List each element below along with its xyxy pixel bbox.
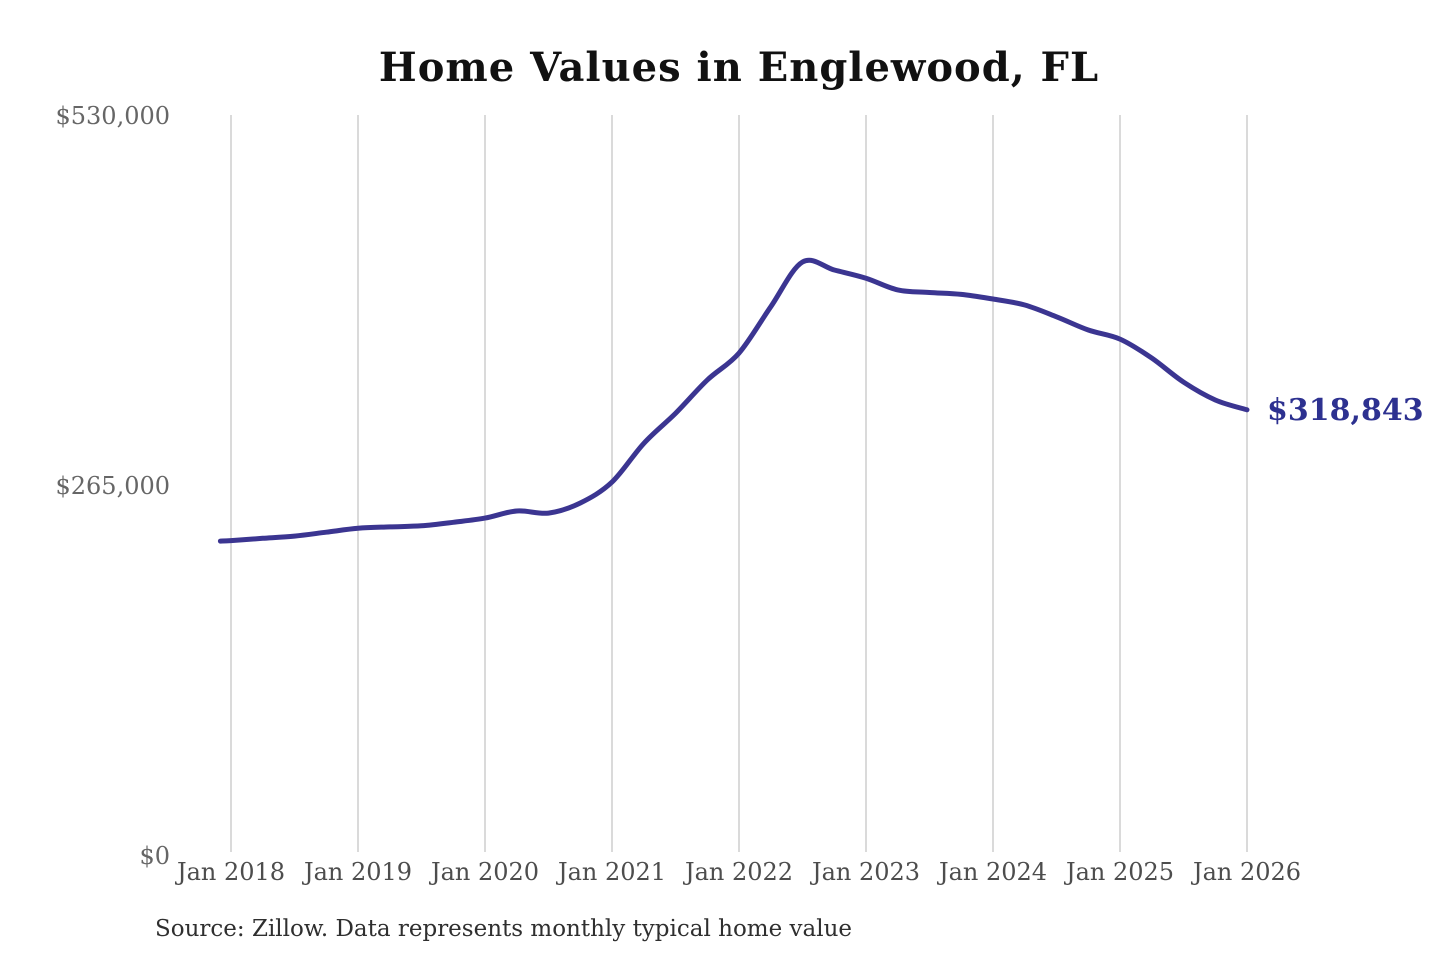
x-tick-label: Jan 2021 (555, 858, 666, 886)
y-tick-label: $265,000 (55, 472, 170, 500)
x-tick-label: Jan 2022 (682, 858, 793, 886)
y-tick-label: $0 (139, 842, 170, 870)
value-line (217, 257, 1250, 544)
end-value-label: $318,843 (1267, 393, 1424, 428)
x-tick-label: Jan 2019 (301, 858, 412, 886)
x-tick-label: Jan 2020 (428, 858, 539, 886)
x-tick-label: Jan 2024 (936, 858, 1047, 886)
y-tick-label: $530,000 (55, 102, 170, 130)
x-tick-label: Jan 2026 (1190, 858, 1301, 886)
x-tick-label: Jan 2023 (809, 858, 920, 886)
x-tick-label: Jan 2018 (174, 858, 285, 886)
source-note: Source: Zillow. Data represents monthly … (155, 916, 853, 942)
x-tick-label: Jan 2025 (1063, 858, 1174, 886)
chart-title: Home Values in Englewood, FL (378, 44, 1100, 91)
